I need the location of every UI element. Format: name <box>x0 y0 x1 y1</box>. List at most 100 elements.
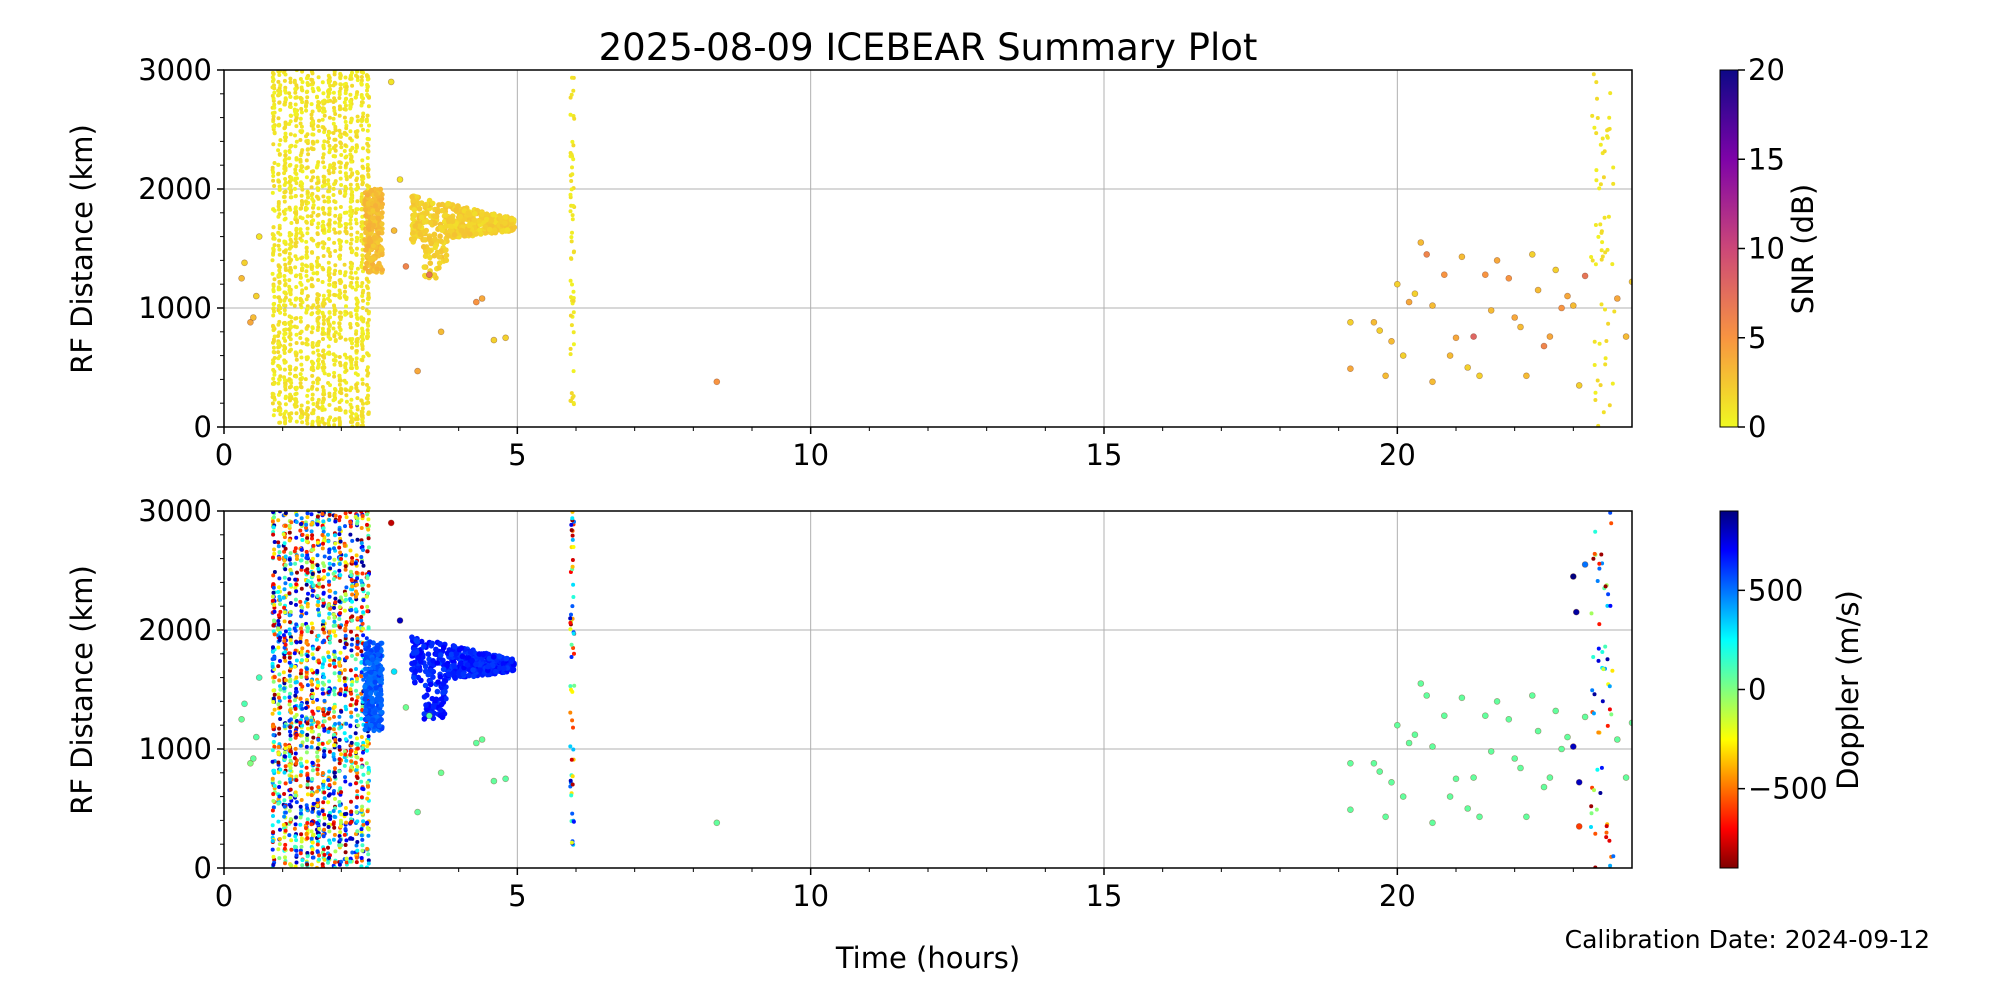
data-point <box>367 95 371 100</box>
data-point <box>293 133 297 138</box>
data-point <box>1464 364 1471 371</box>
data-point <box>320 99 325 104</box>
data-point <box>299 403 304 408</box>
data-point <box>338 327 343 332</box>
data-point <box>499 228 506 235</box>
data-point <box>360 514 365 518</box>
data-point <box>283 421 288 426</box>
data-point <box>349 118 354 123</box>
data-point <box>332 227 337 232</box>
data-point <box>300 266 305 271</box>
data-point <box>304 108 309 113</box>
data-point <box>332 370 337 375</box>
data-point <box>326 650 331 655</box>
data-point <box>342 676 347 681</box>
data-point <box>327 323 332 327</box>
data-point <box>310 197 315 201</box>
data-point <box>349 691 354 696</box>
data-point <box>309 312 314 317</box>
data-point <box>288 132 293 137</box>
data-point <box>410 215 416 222</box>
data-point <box>327 212 331 217</box>
data-point <box>337 803 342 808</box>
data-point <box>353 287 358 292</box>
data-point <box>504 227 511 233</box>
data-point <box>570 217 575 222</box>
data-point <box>300 714 304 719</box>
data-point <box>299 206 304 211</box>
data-point <box>310 809 315 814</box>
data-point <box>343 850 348 855</box>
data-point <box>327 739 332 744</box>
data-point <box>350 195 354 200</box>
data-point <box>337 599 342 604</box>
data-point <box>1612 309 1617 314</box>
data-point <box>294 712 299 717</box>
data-point <box>374 695 380 702</box>
data-point <box>272 102 277 107</box>
data-point <box>316 785 321 790</box>
data-point <box>310 71 315 76</box>
data-point <box>366 833 371 838</box>
data-point <box>317 857 321 862</box>
data-point <box>322 816 327 820</box>
data-point <box>294 226 299 231</box>
data-point <box>570 165 574 170</box>
data-point <box>299 630 304 635</box>
data-point <box>332 96 337 101</box>
data-point <box>355 90 360 95</box>
data-point <box>342 352 347 357</box>
data-point <box>294 640 299 645</box>
data-point <box>282 217 287 222</box>
data-point <box>289 384 293 389</box>
data-point <box>311 543 316 548</box>
data-point <box>287 763 292 768</box>
data-point <box>304 99 309 104</box>
data-point <box>361 772 366 777</box>
data-point <box>326 616 331 620</box>
data-point <box>344 368 349 373</box>
data-point <box>366 517 371 522</box>
data-point <box>298 761 303 766</box>
data-point <box>1452 334 1460 342</box>
data-point <box>315 540 320 545</box>
data-point <box>1458 253 1466 261</box>
data-point <box>271 854 276 859</box>
data-point <box>327 547 332 552</box>
data-point <box>288 787 293 792</box>
data-point <box>1593 262 1598 267</box>
data-point <box>271 629 276 634</box>
data-point <box>1592 339 1597 344</box>
data-point <box>365 780 370 785</box>
data-point <box>332 814 337 819</box>
data-point <box>571 143 576 148</box>
data-point <box>298 230 303 235</box>
data-point <box>252 292 260 300</box>
data-point <box>343 626 348 631</box>
data-point <box>457 213 464 220</box>
data-point <box>288 733 293 738</box>
data-point <box>364 260 370 266</box>
data-point <box>315 553 320 558</box>
data-point <box>282 274 287 278</box>
data-point <box>342 668 347 672</box>
data-point <box>317 613 322 618</box>
data-point <box>348 782 353 787</box>
data-point <box>353 149 358 154</box>
y-tick-label: 3000 <box>138 53 212 87</box>
data-point <box>1603 362 1608 367</box>
data-point <box>277 698 282 703</box>
data-point <box>339 790 344 795</box>
data-point <box>366 331 370 336</box>
data-point <box>339 387 344 392</box>
data-point <box>277 842 282 847</box>
data-point <box>283 678 288 683</box>
data-point <box>328 254 333 258</box>
data-point <box>298 121 303 126</box>
data-point <box>354 296 359 301</box>
data-point <box>294 689 299 694</box>
data-point <box>331 326 336 331</box>
data-point <box>281 670 286 675</box>
data-point <box>298 319 303 324</box>
data-point <box>321 337 325 341</box>
